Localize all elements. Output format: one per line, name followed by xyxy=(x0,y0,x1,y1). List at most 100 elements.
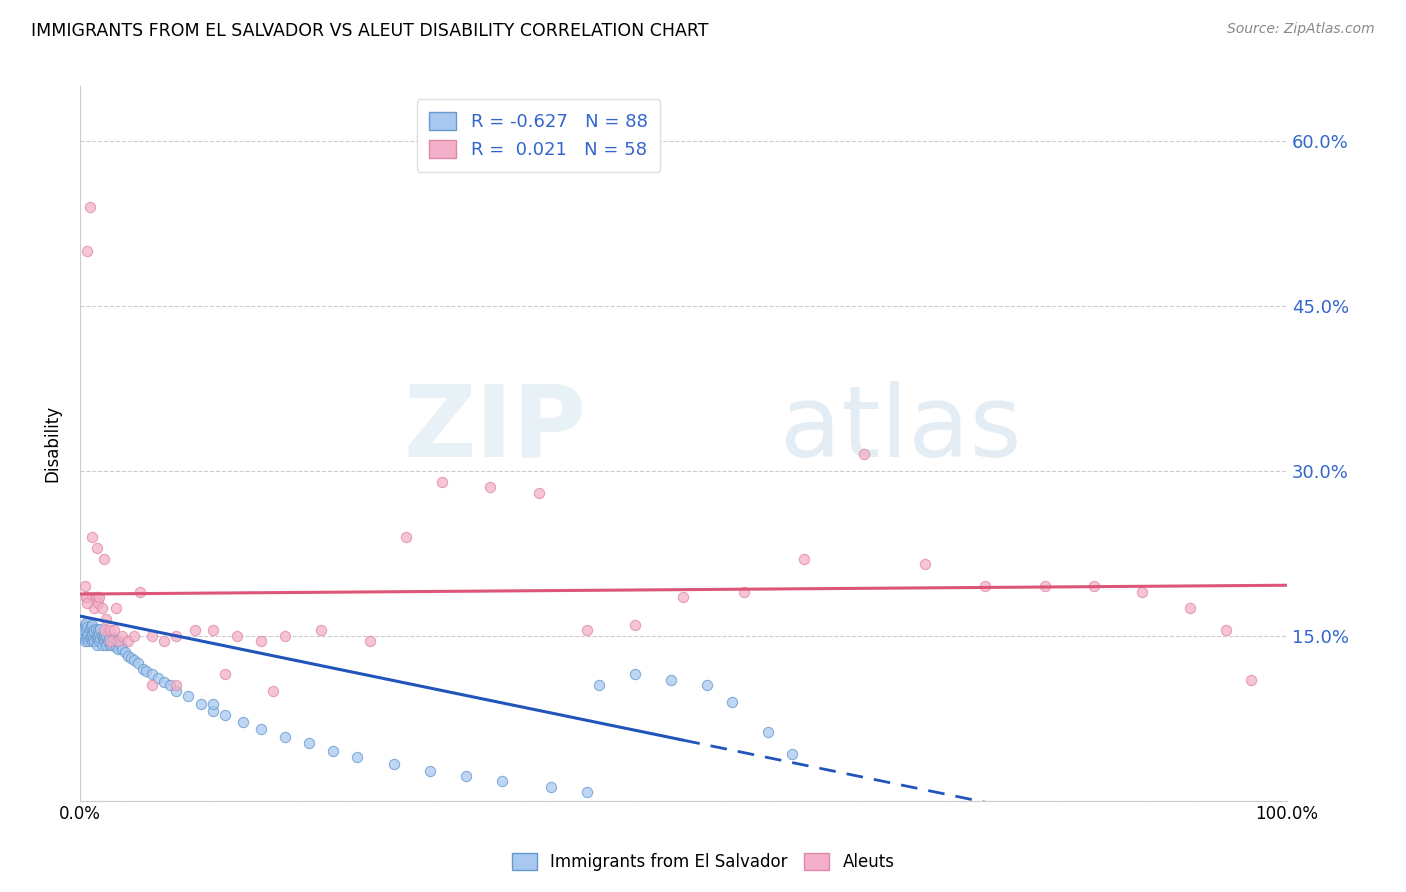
Point xyxy=(153,675,176,690)
Point xyxy=(103,624,125,638)
Point xyxy=(165,683,187,698)
Point xyxy=(793,552,815,566)
Point xyxy=(89,591,111,605)
Point xyxy=(93,624,115,638)
Point xyxy=(153,634,176,648)
Point xyxy=(165,678,187,692)
Point xyxy=(72,626,94,640)
Point xyxy=(75,615,97,630)
Point xyxy=(107,634,129,648)
Point xyxy=(575,785,598,799)
Point xyxy=(83,634,105,648)
Point xyxy=(84,622,107,636)
Point xyxy=(98,634,121,648)
Point xyxy=(122,629,145,643)
Point xyxy=(76,596,98,610)
Point xyxy=(87,631,110,645)
Point xyxy=(80,634,103,648)
Point xyxy=(177,690,200,704)
Point xyxy=(117,634,139,648)
Point xyxy=(159,678,181,692)
Point xyxy=(75,624,97,638)
Point xyxy=(82,631,104,645)
Point xyxy=(76,620,98,634)
Point xyxy=(73,634,96,648)
Point xyxy=(110,638,132,652)
Point xyxy=(87,624,110,638)
Point xyxy=(111,642,134,657)
Point xyxy=(225,629,247,643)
Point xyxy=(309,624,332,638)
Point xyxy=(97,634,120,648)
Point xyxy=(87,596,110,610)
Point xyxy=(91,631,114,645)
Point xyxy=(80,620,103,634)
Point xyxy=(382,757,405,772)
Point xyxy=(232,714,254,729)
Point xyxy=(359,634,381,648)
Point xyxy=(96,612,118,626)
Point xyxy=(201,624,224,638)
Point xyxy=(456,769,478,783)
Point xyxy=(79,631,101,645)
Point xyxy=(201,697,224,711)
Point xyxy=(127,657,149,671)
Point xyxy=(491,773,513,788)
Point xyxy=(135,664,157,678)
Point xyxy=(262,683,284,698)
Point xyxy=(274,629,297,643)
Point xyxy=(77,626,100,640)
Point xyxy=(346,749,368,764)
Point xyxy=(853,448,876,462)
Point xyxy=(120,650,142,665)
Point xyxy=(86,541,108,555)
Point xyxy=(131,662,153,676)
Point xyxy=(696,678,718,692)
Point xyxy=(98,624,121,638)
Point xyxy=(79,622,101,636)
Point xyxy=(90,601,112,615)
Point xyxy=(114,645,136,659)
Point xyxy=(77,634,100,648)
Point xyxy=(659,673,682,687)
Point xyxy=(419,764,441,778)
Point xyxy=(672,591,695,605)
Point xyxy=(80,591,103,605)
Point xyxy=(93,626,115,640)
Point xyxy=(73,579,96,593)
Point xyxy=(101,638,124,652)
Point xyxy=(756,725,779,739)
Point xyxy=(201,704,224,718)
Point xyxy=(250,634,273,648)
Point xyxy=(1215,624,1237,638)
Point xyxy=(129,584,152,599)
Point xyxy=(1180,601,1202,615)
Point xyxy=(105,640,128,654)
Point xyxy=(76,629,98,643)
Point xyxy=(89,622,111,636)
Point xyxy=(141,629,163,643)
Point xyxy=(527,486,550,500)
Point xyxy=(105,601,128,615)
Point xyxy=(122,653,145,667)
Point xyxy=(93,634,115,648)
Point xyxy=(83,625,105,640)
Point xyxy=(1130,584,1153,599)
Point xyxy=(117,648,139,663)
Point xyxy=(479,480,502,494)
Text: Source: ZipAtlas.com: Source: ZipAtlas.com xyxy=(1227,22,1375,37)
Point xyxy=(89,626,111,640)
Point xyxy=(83,601,105,615)
Point xyxy=(214,707,236,722)
Point xyxy=(274,730,297,744)
Point xyxy=(111,629,134,643)
Point xyxy=(96,638,118,652)
Point xyxy=(94,631,117,645)
Point xyxy=(183,624,205,638)
Point xyxy=(141,667,163,681)
Point xyxy=(1035,579,1057,593)
Point xyxy=(624,617,647,632)
Point xyxy=(89,634,111,648)
Point xyxy=(103,631,125,645)
Legend: R = -0.627   N = 88, R =  0.021   N = 58: R = -0.627 N = 88, R = 0.021 N = 58 xyxy=(416,99,661,172)
